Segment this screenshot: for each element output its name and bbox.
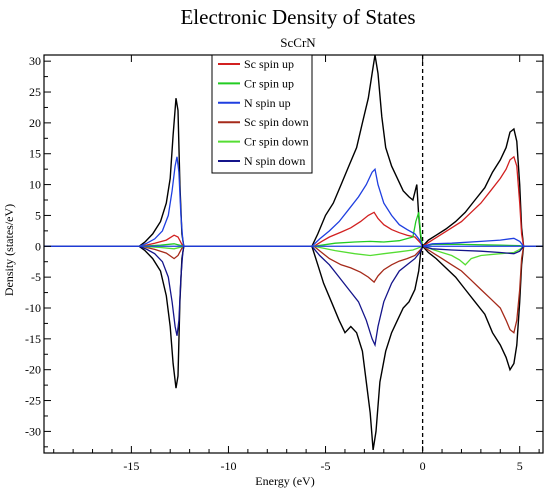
y-tick-label: -20 bbox=[25, 363, 41, 377]
y-tick-label: 10 bbox=[29, 178, 41, 192]
y-axis-label: Density (states/eV) bbox=[2, 204, 16, 296]
y-tick-label: 5 bbox=[35, 208, 41, 222]
y-tick-label: 25 bbox=[29, 85, 41, 99]
legend-label: N spin down bbox=[244, 154, 305, 168]
y-tick-label: 15 bbox=[29, 147, 41, 161]
series-line-5 bbox=[44, 245, 543, 348]
plot-area bbox=[44, 54, 543, 453]
total-dos-up-line bbox=[44, 54, 543, 248]
y-tick-label: 0 bbox=[35, 239, 41, 253]
chart-title: Electronic Density of States bbox=[180, 5, 415, 29]
legend-label: Sc spin down bbox=[244, 115, 309, 129]
x-tick-label: -10 bbox=[220, 459, 236, 473]
series-line-3 bbox=[44, 245, 543, 334]
y-tick-label: -10 bbox=[25, 301, 41, 315]
chart-subtitle: ScCrN bbox=[280, 35, 316, 50]
legend-box bbox=[211, 54, 313, 174]
legend-label: Sc spin up bbox=[244, 57, 294, 71]
y-tick-label: -30 bbox=[25, 424, 41, 438]
total-dos-down-line bbox=[44, 244, 543, 451]
x-tick-label: 5 bbox=[517, 459, 523, 473]
series-line-4 bbox=[44, 245, 543, 266]
y-tick-label: 30 bbox=[29, 54, 41, 68]
legend: Sc spin up Cr spin up N spin up Sc spin dow… bbox=[211, 54, 313, 174]
axis-ticks: -15 -10 -5 0 5 -30 -25 -20 -15 -10 -5 0 5 10 15 20 25 30 bbox=[25, 54, 543, 473]
y-tick-label: -15 bbox=[25, 332, 41, 346]
series-line-2 bbox=[44, 156, 543, 248]
y-tick-label: 20 bbox=[29, 116, 41, 130]
series-line-1 bbox=[44, 212, 543, 248]
y-tick-label: -25 bbox=[25, 394, 41, 408]
y-tick-label: -5 bbox=[31, 270, 41, 284]
x-axis-label: Energy (eV) bbox=[255, 474, 314, 488]
x-tick-label: -15 bbox=[123, 459, 139, 473]
x-tick-label: 0 bbox=[420, 459, 426, 473]
x-tick-label: -5 bbox=[321, 459, 331, 473]
legend-label: Cr spin down bbox=[244, 135, 309, 149]
legend-label: Cr spin up bbox=[244, 76, 294, 90]
legend-label: N spin up bbox=[244, 96, 291, 110]
